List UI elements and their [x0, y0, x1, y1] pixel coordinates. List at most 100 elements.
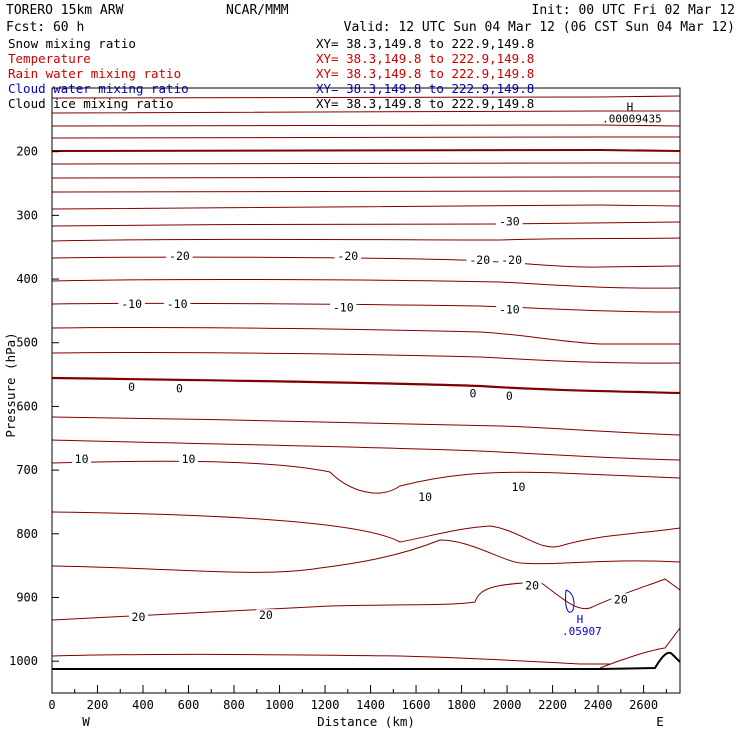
isotherm-label-bg: [128, 611, 148, 624]
extremum-value: .00009435: [602, 112, 662, 125]
isotherm-line: [51, 511, 681, 548]
field-name-snow: Snow mixing ratio: [8, 36, 136, 51]
isotherm-label-bg: [179, 453, 199, 466]
isotherm-label-bg: [329, 301, 357, 314]
isotherm-label-bg: [522, 579, 542, 592]
isotherm-label-bg: [415, 490, 435, 503]
y-tick-label: 200: [16, 145, 38, 159]
isotherm-label: 10: [75, 452, 89, 466]
x-tick-label: 0: [48, 698, 55, 712]
isotherm-line: [51, 162, 680, 165]
x-tick-label: 1800: [447, 698, 476, 712]
isotherm-label-bg: [256, 609, 276, 622]
x-tick-label: 2000: [493, 698, 522, 712]
y-axis-label: Pressure (hPa): [3, 332, 18, 437]
y-tick-label: 900: [16, 590, 38, 604]
field-name-rain: Rain water mixing ratio: [8, 66, 181, 81]
isotherm-label-bg: [166, 250, 193, 263]
terrain-line: [52, 651, 681, 670]
isotherm-line: [51, 237, 681, 242]
x-tick-label: 800: [223, 698, 245, 712]
isotherm-line: [51, 653, 610, 665]
isotherm-label-bg: [508, 481, 528, 494]
isotherm-line: [51, 578, 681, 621]
isotherm-line: [51, 416, 681, 436]
isotherm-label-bg: [467, 387, 479, 400]
field-name-cloud-ice: Cloud ice mixing ratio: [8, 96, 174, 111]
isotherm-line: [51, 439, 681, 461]
x-tick-label: 1600: [402, 698, 431, 712]
isotherm-label: -10: [499, 303, 520, 317]
y-tick-label: 800: [16, 527, 38, 541]
isotherm-label: -20: [469, 253, 490, 267]
isotherm-label-bg: [118, 297, 145, 310]
y-axis: 200 300 400 500 600 700 800 900 1000: [9, 145, 59, 668]
isotherm-label: -10: [167, 297, 188, 311]
isotherm-line: [51, 110, 680, 114]
extremum-mark: H: [577, 613, 584, 626]
isotherm-labels: -30 -20 -20 -20 -20 -10 -10 -10 -10 0 0 0 0 10 10 10 10 2…: [72, 215, 631, 624]
x-tick-label: 2400: [584, 698, 613, 712]
isotherm-label: 0: [176, 382, 183, 396]
x-tick-label: 400: [132, 698, 154, 712]
isotherm-label-bg: [72, 453, 92, 466]
isotherm-label: 0: [469, 387, 476, 401]
isotherm-label: 20: [132, 610, 146, 624]
init-time: Init: 00 UTC Fri 02 Mar 12: [532, 3, 736, 18]
field-xy-temperature: XY= 38.3,149.8 to 222.9,149.8: [316, 51, 534, 66]
extremum-mark: H: [627, 100, 634, 113]
isotherm-label: -20: [501, 253, 522, 267]
x-tick-label: 600: [178, 698, 200, 712]
isotherm-label: -20: [337, 249, 358, 263]
x-axis-label: Distance (km): [317, 714, 415, 729]
isotherm-label-bg: [334, 250, 362, 263]
west-label: W: [82, 714, 90, 729]
x-axis: 0 200 400 600 800 1000 1200 1400 1600 1800 2000 220…: [48, 685, 667, 712]
isotherm-line: [51, 278, 681, 289]
isotherm-label-bg: [503, 390, 516, 403]
valid-time: Valid: 12 UTC Sun 04 Mar 12 (06 CST Sun …: [344, 20, 735, 35]
isotherm-line: [599, 627, 681, 669]
x-tick-label: 200: [87, 698, 109, 712]
y-tick-label: 400: [16, 272, 38, 286]
field-legend: Snow mixing ratio XY= 38.3,149.8 to 222.…: [8, 36, 534, 111]
isotherm-label: 20: [525, 578, 539, 592]
isotherm-label: 10: [418, 490, 432, 504]
isotherm-line: [51, 302, 681, 313]
isotherm-line: [51, 460, 681, 494]
isotherm-label-bg: [173, 382, 186, 395]
isotherm-label: 0: [506, 389, 513, 403]
isotherm-line: [51, 190, 680, 193]
model-title: TORERO 15km ARW: [6, 3, 124, 18]
plot-frame: [51, 87, 681, 694]
isotherm-label-bg: [496, 215, 523, 228]
isotherm-label-bg: [498, 253, 525, 266]
isotherm-label: 0: [128, 380, 135, 394]
isotherm-label-bg: [496, 303, 523, 316]
isotherm-label-bg: [466, 253, 494, 266]
x-tick-label: 1200: [311, 698, 340, 712]
center-title: NCAR/MMM: [226, 3, 289, 18]
x-tick-label: 1000: [265, 698, 294, 712]
y-tick-label: 600: [16, 399, 38, 413]
isotherm-lines: [51, 95, 681, 669]
isotherm-line: [51, 376, 681, 395]
y-tick-label: 1000: [9, 654, 38, 668]
isotherm-label-bg: [611, 593, 631, 606]
east-label: E: [656, 714, 664, 729]
isotherm-line: [51, 351, 681, 364]
isotherm-label: -20: [169, 249, 190, 263]
x-tick-label: 2600: [629, 698, 658, 712]
isotherm-label: -10: [333, 301, 354, 315]
isotherm-label: -10: [121, 297, 142, 311]
isotherm-line: [51, 326, 680, 345]
x-tick-label: 1400: [356, 698, 385, 712]
isotherm-line: [51, 539, 681, 573]
forecast-hour: Fcst: 60 h: [6, 20, 84, 35]
header: TORERO 15km ARW NCAR/MMM Init: 00 UTC Fr…: [6, 3, 735, 35]
isotherm-line: [51, 204, 681, 210]
cloud-water-contour: [565, 589, 575, 613]
isotherm-label-bg: [163, 297, 191, 310]
